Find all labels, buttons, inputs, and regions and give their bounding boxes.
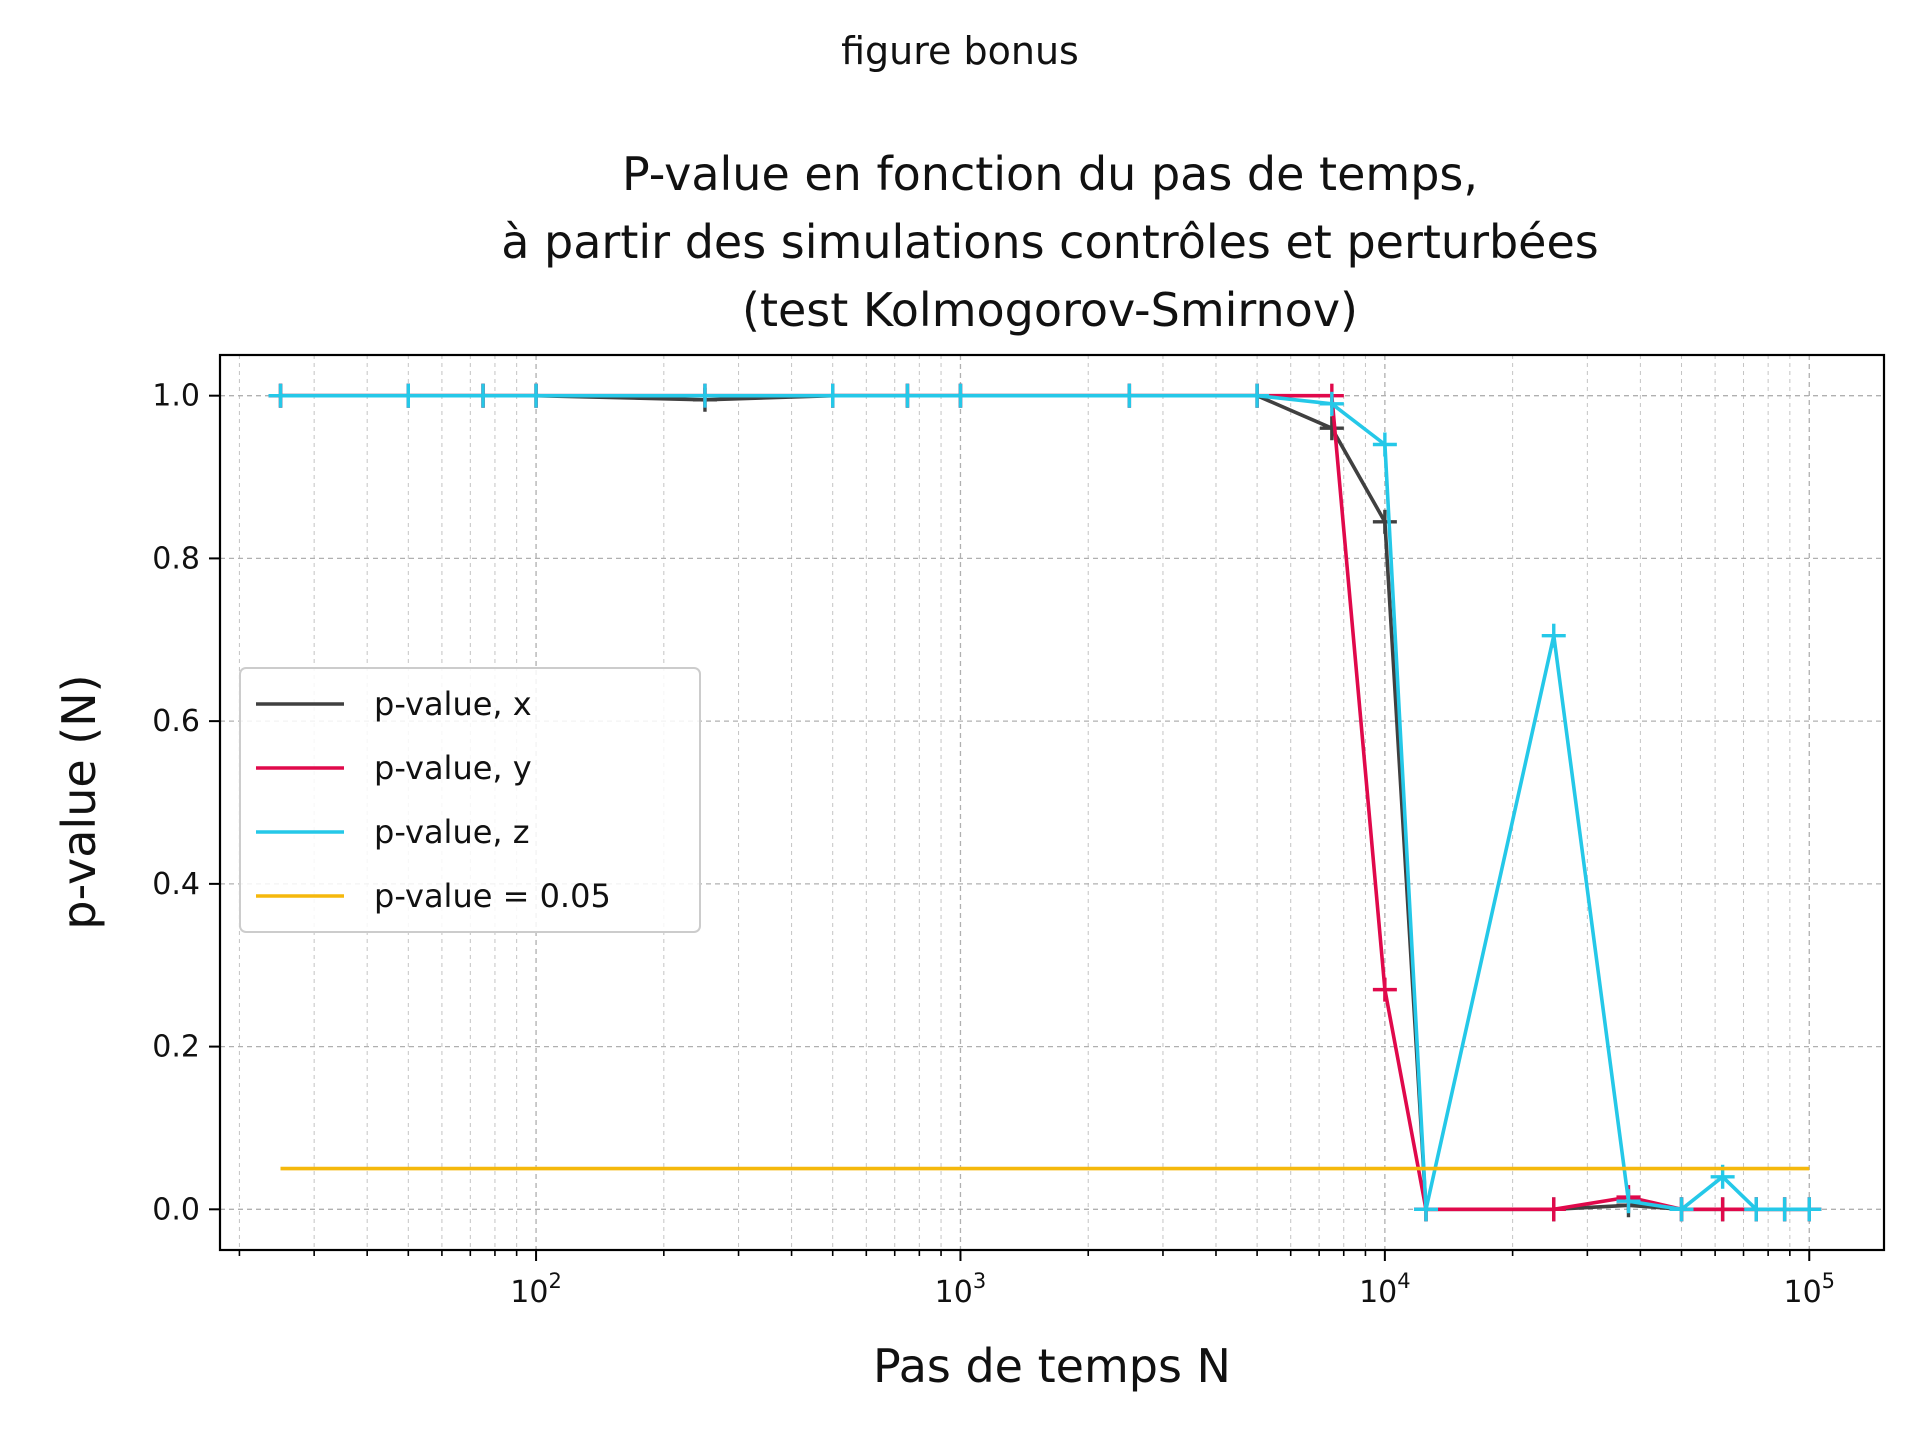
x-tick-label-base: 10 (510, 1275, 548, 1310)
y-axis-label: p-value (N) (52, 674, 106, 929)
chart-title-line-2: à partir des simulations contrôles et pe… (501, 215, 1599, 269)
legend-label: p-value, y (374, 749, 532, 787)
x-tick-label: 105 (1783, 1269, 1835, 1310)
series-3-point (1772, 1197, 1797, 1222)
series-2-point (1541, 1197, 1566, 1222)
y-tick-label: 0.4 (152, 867, 200, 902)
series-2-point (1372, 977, 1397, 1002)
y-tick-label: 1.0 (152, 379, 200, 414)
x-tick-label-exponent: 5 (1822, 1269, 1835, 1293)
chart-title-line-1: P-value en fonction du pas de temps, (622, 147, 1478, 201)
series-3-point (1245, 383, 1270, 408)
legend-label: p-value = 0.05 (374, 877, 611, 915)
series-1-point (1372, 509, 1397, 534)
series-3-point (1797, 1197, 1822, 1222)
series-3-point (396, 383, 421, 408)
y-tick-label: 0.6 (152, 704, 200, 739)
series-3-point (820, 383, 845, 408)
series-3-point (1319, 391, 1344, 416)
legend-label: p-value, x (374, 685, 532, 723)
series-3-point (948, 383, 973, 408)
x-tick-label-base: 10 (935, 1275, 973, 1310)
plot-area-frame (218, 353, 1886, 1252)
x-tick-label: 103 (935, 1269, 987, 1310)
grid (220, 355, 1884, 1250)
series-3-point (1744, 1197, 1769, 1222)
y-tick-label: 0.8 (152, 541, 200, 576)
x-tick-label-exponent: 4 (1397, 1269, 1410, 1293)
figure-suptitle: figure bonus (841, 29, 1079, 73)
series-3-point (471, 383, 496, 408)
series-3-point (1669, 1197, 1694, 1222)
series-3-line (280, 393, 1810, 1212)
series-3-point (895, 383, 920, 408)
series-3-point (692, 383, 717, 408)
series-3-point (1413, 1197, 1438, 1222)
legend: p-value, x p-value, y p-value, z p-value = … (239, 667, 701, 933)
series-3-point (268, 383, 293, 408)
series-3-point (1616, 1189, 1641, 1214)
legend-label: p-value, z (374, 813, 530, 851)
series-3-group (268, 383, 1822, 1222)
series-3-point (1372, 432, 1397, 457)
x-tick-label-exponent: 3 (973, 1269, 986, 1293)
series-3-point (1541, 623, 1566, 648)
legend-box (239, 667, 701, 933)
x-tick-label-exponent: 2 (548, 1269, 561, 1293)
x-tick-label: 102 (510, 1269, 562, 1310)
series-3-point (524, 383, 549, 408)
x-tick-label-base: 10 (1783, 1275, 1821, 1310)
y-tick-label: 0.2 (152, 1030, 200, 1065)
series-lines (268, 383, 1822, 1222)
y-tick-label: 0.0 (152, 1192, 200, 1227)
chart-title-line-3: (test Kolmogorov-Smirnov) (742, 283, 1358, 337)
x-tick-label: 104 (1359, 1269, 1411, 1310)
series-2-point (1710, 1197, 1735, 1222)
x-tick-label-base: 10 (1359, 1275, 1397, 1310)
series-3-point (1117, 383, 1142, 408)
x-axis-label: Pas de temps N (873, 1339, 1231, 1393)
series-1-point (1319, 416, 1344, 441)
